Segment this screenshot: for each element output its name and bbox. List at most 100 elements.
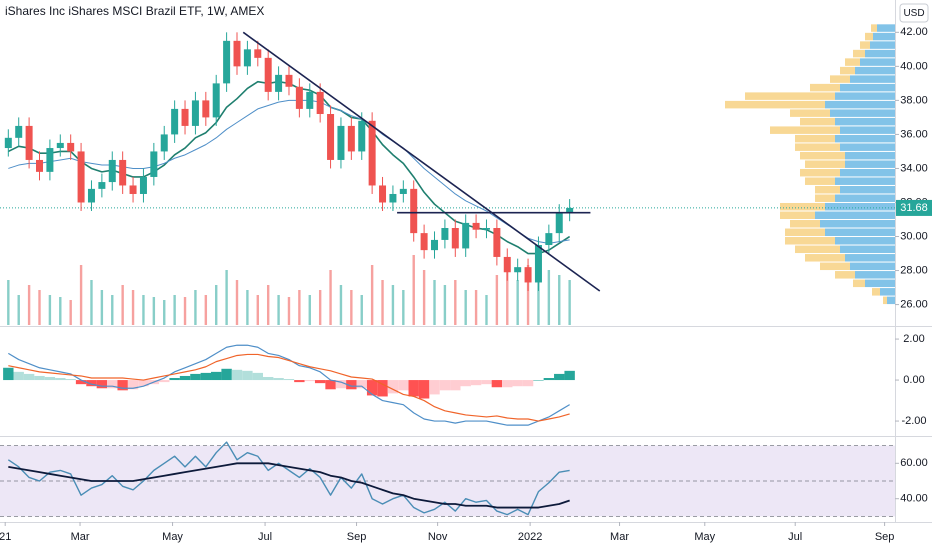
volume-profile-up: [825, 228, 895, 237]
volume-profile-up: [880, 288, 895, 296]
y-tick-label: 30.00: [900, 230, 928, 242]
volume-bar: [17, 295, 20, 325]
macd-histogram-bar: [190, 373, 201, 381]
volume-profile-up: [835, 92, 895, 100]
volume-bar: [558, 275, 561, 325]
volume-profile-down: [780, 202, 825, 211]
volume-profile-down: [805, 177, 835, 185]
macd-histogram-bar: [533, 380, 544, 381]
macd-histogram-bar: [211, 371, 222, 381]
volume-bar: [485, 295, 488, 325]
macd-histogram-bar: [491, 380, 503, 388]
candle-body: [441, 228, 449, 240]
volume-bar: [266, 285, 270, 325]
volume-profile-down: [805, 160, 845, 168]
volume-profile-up: [840, 143, 895, 151]
volume-bar: [204, 295, 208, 325]
currency-badge[interactable]: [899, 3, 929, 23]
volume-profile-up: [840, 126, 895, 134]
x-tick-label: Mar: [610, 531, 629, 543]
macd-histogram-bar: [522, 380, 534, 387]
volume-profile-up: [835, 134, 895, 143]
volume-profile-up: [825, 100, 895, 109]
volume-profile-down: [810, 83, 840, 92]
volume-profile-up: [873, 32, 895, 41]
candle-body: [67, 142, 75, 152]
candle-body: [285, 74, 293, 87]
volume-bar: [526, 265, 530, 325]
candle-body: [493, 228, 501, 257]
macd-histogram-bar: [325, 380, 336, 390]
last-price-badge: [896, 199, 932, 216]
volume-profile-down: [800, 168, 840, 177]
y-tick-label: 42.00: [900, 26, 928, 38]
candle-body: [98, 182, 106, 189]
volume-bar: [329, 270, 332, 325]
y-tick-label: -2.00: [901, 415, 926, 427]
candle-body: [77, 151, 85, 203]
candle-body: [119, 159, 127, 186]
macd-histogram-bar: [283, 379, 295, 381]
volume-profile-up: [850, 262, 895, 271]
macd-histogram-bar: [65, 379, 76, 381]
candle-body: [462, 222, 470, 249]
macd-line: [8, 344, 570, 426]
macd-histogram-bar: [169, 378, 180, 381]
volume-profile-down: [820, 262, 850, 271]
candle-body: [451, 228, 459, 249]
volume-bar: [381, 280, 384, 325]
macd-histogram-bar: [314, 380, 326, 384]
macd-histogram-bar: [273, 378, 284, 381]
volume-bar: [225, 270, 228, 325]
volume-bar: [69, 300, 72, 325]
volume-bar: [90, 280, 93, 325]
volume-bar: [131, 290, 135, 325]
volume-bar: [318, 290, 322, 325]
macd-histogram-bar: [294, 380, 305, 383]
volume-bar: [474, 290, 478, 325]
volume-bar: [121, 285, 124, 325]
macd-histogram-bar: [554, 373, 565, 381]
volume-bar: [79, 265, 83, 325]
volume-profile-down: [800, 151, 845, 160]
volume-profile-up: [835, 117, 895, 126]
volume-bar: [360, 295, 363, 325]
volume-bar: [422, 270, 426, 325]
macd-histogram-bar: [366, 380, 378, 396]
candle-body: [181, 108, 189, 126]
candle-body: [56, 142, 64, 149]
macd-histogram-bar: [481, 380, 492, 385]
candle-body: [347, 125, 355, 152]
candle-body: [368, 120, 376, 186]
volume-profile-up: [820, 220, 895, 228]
candle-body: [503, 256, 511, 273]
volume-profile-down: [815, 185, 840, 194]
volume-profile-down: [795, 143, 840, 151]
candle-body: [212, 83, 220, 118]
volume-profile-down: [780, 211, 815, 219]
candle-body: [482, 228, 490, 230]
volume-profile-up: [825, 202, 895, 211]
volume-bar: [194, 290, 197, 325]
volume-profile-down: [871, 24, 877, 32]
volume-bar: [537, 260, 540, 325]
y-tick-label: 38.00: [900, 94, 928, 106]
candle-body: [295, 86, 303, 109]
volume-bar: [256, 295, 259, 325]
volume-bar: [433, 280, 436, 325]
macd-histogram-bar: [460, 380, 471, 387]
candle-body: [327, 114, 335, 160]
candle-body: [233, 40, 241, 67]
volume-profile-up: [850, 75, 895, 83]
volume-bar: [454, 280, 457, 325]
volume-bar: [48, 295, 52, 325]
candle-body: [431, 239, 439, 251]
volume-profile-up: [865, 279, 895, 288]
volume-profile-down: [785, 237, 835, 245]
candle-body: [389, 193, 397, 203]
volume-bar: [516, 280, 519, 325]
y-tick-label: 26.00: [900, 298, 928, 310]
candle-body: [545, 233, 553, 246]
volume-profile-up: [855, 66, 895, 75]
volume-bar: [7, 280, 10, 325]
